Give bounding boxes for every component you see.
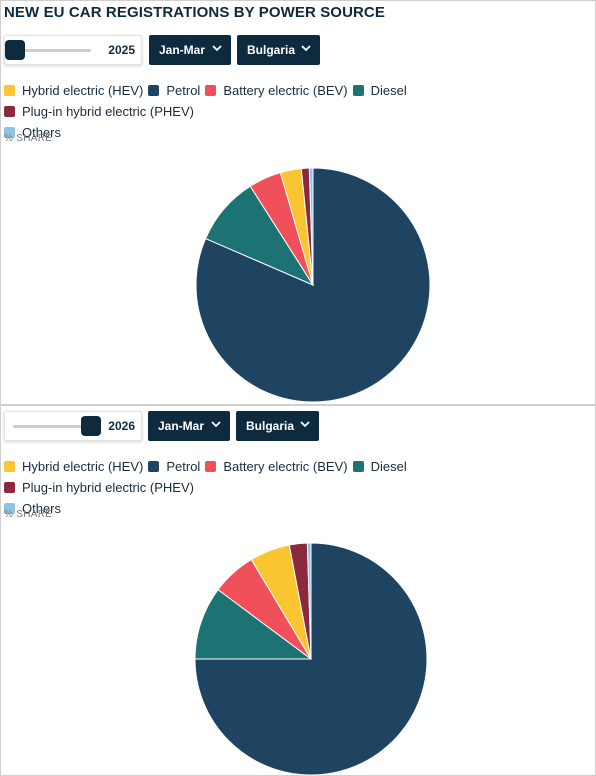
page-title: NEW EU CAR REGISTRATIONS BY POWER SOURCE	[4, 4, 385, 21]
legend-item-hev[interactable]: Hybrid electric (HEV)	[4, 456, 143, 477]
legend-swatch	[4, 106, 15, 117]
legend-swatch	[4, 85, 15, 96]
legend-item-bev[interactable]: Battery electric (BEV)	[205, 456, 348, 477]
legend-item-phev[interactable]: Plug-in hybrid electric (PHEV)	[4, 477, 194, 498]
legend-swatch	[148, 85, 160, 96]
slider-year-label: 2025	[108, 43, 135, 57]
legend-swatch	[4, 461, 15, 472]
legend: Hybrid electric (HEV) Petrol Battery elect…	[4, 80, 596, 143]
legend: Hybrid electric (HEV) Petrol Battery elect…	[4, 456, 596, 519]
legend-swatch	[4, 127, 15, 138]
chevron-down-icon	[211, 421, 221, 428]
legend-label: Plug-in hybrid electric (PHEV)	[22, 104, 194, 119]
pie-slice-diesel[interactable]	[194, 588, 313, 660]
panel-divider	[0, 404, 596, 406]
country-value: Bulgaria	[247, 43, 296, 57]
legend-item-petrol[interactable]: Petrol	[148, 80, 200, 101]
country-value: Bulgaria	[246, 419, 295, 433]
pie-chart-2025	[195, 167, 431, 403]
legend-label: Hybrid electric (HEV)	[22, 83, 144, 98]
period-value: Jan-Mar	[159, 43, 206, 57]
panel-2026: 2026 Jan-Mar Bulgaria Hybrid electric (H…	[0, 406, 596, 776]
legend-label: Plug-in hybrid electric (PHEV)	[22, 480, 194, 495]
panel-2025: 2025 Jan-Mar Bulgaria Hybrid electric (H…	[4, 35, 596, 403]
legend-item-petrol[interactable]: Petrol	[148, 456, 200, 477]
legend-swatch	[4, 503, 15, 514]
slider-track	[13, 49, 91, 52]
legend-swatch	[352, 461, 364, 472]
legend-swatch	[205, 85, 217, 96]
slider-thumb[interactable]	[5, 40, 25, 60]
chevron-down-icon	[301, 45, 311, 52]
legend-item-bev[interactable]: Battery electric (BEV)	[205, 80, 348, 101]
legend-swatch	[352, 85, 364, 96]
legend-item-others[interactable]: Others	[4, 498, 61, 519]
share-label: % SHARE	[4, 133, 53, 144]
legend-item-diesel[interactable]: Diesel	[352, 456, 407, 477]
pie-chart-2026	[194, 542, 428, 776]
pie-slice-others[interactable]	[308, 167, 314, 286]
period-value: Jan-Mar	[158, 419, 205, 433]
slider-year-label: 2026	[108, 419, 135, 433]
slider-track	[13, 425, 91, 428]
period-dropdown[interactable]: Jan-Mar	[148, 411, 230, 441]
pie-slice-others[interactable]	[306, 542, 312, 660]
legend-label: Battery electric (BEV)	[223, 83, 348, 98]
legend-item-hev[interactable]: Hybrid electric (HEV)	[4, 80, 143, 101]
country-dropdown[interactable]: Bulgaria	[237, 35, 320, 65]
legend-label: Petrol	[166, 83, 201, 98]
year-slider[interactable]: 2025	[4, 35, 142, 65]
pie-slice-petrol[interactable]	[194, 542, 428, 776]
period-dropdown[interactable]: Jan-Mar	[149, 35, 231, 65]
legend-item-others[interactable]: Others	[4, 122, 61, 143]
slider-thumb[interactable]	[81, 416, 101, 436]
legend-swatch	[148, 461, 160, 472]
legend-label: Diesel	[370, 83, 407, 98]
legend-swatch	[205, 461, 217, 472]
share-label: % SHARE	[4, 509, 53, 520]
chevron-down-icon	[212, 45, 222, 52]
legend-label: Others	[22, 501, 62, 516]
legend-label: Others	[22, 125, 62, 140]
year-slider[interactable]: 2026	[4, 411, 142, 441]
legend-label: Diesel	[370, 459, 407, 474]
country-dropdown[interactable]: Bulgaria	[236, 411, 319, 441]
legend-item-diesel[interactable]: Diesel	[352, 80, 407, 101]
legend-label: Hybrid electric (HEV)	[22, 459, 144, 474]
legend-item-phev[interactable]: Plug-in hybrid electric (PHEV)	[4, 101, 194, 122]
chevron-down-icon	[300, 421, 310, 428]
legend-label: Battery electric (BEV)	[223, 459, 348, 474]
legend-swatch	[4, 482, 15, 493]
legend-label: Petrol	[166, 459, 201, 474]
